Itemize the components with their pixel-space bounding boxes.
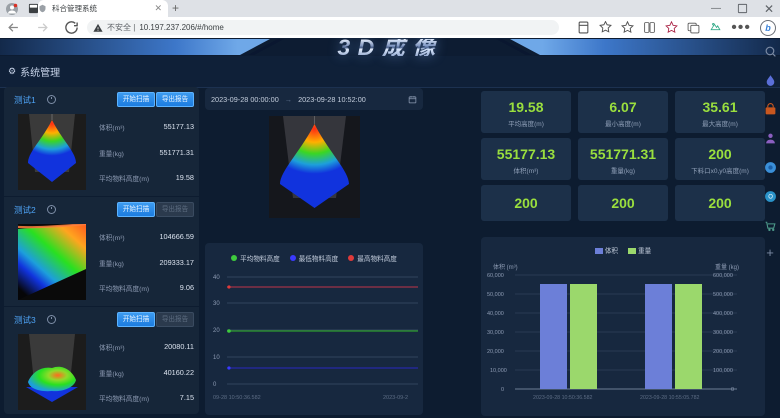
svg-text:50,000: 50,000 — [487, 292, 504, 298]
svg-text:200,000: 200,000 — [713, 349, 733, 355]
svg-text:O: O — [768, 195, 773, 201]
svg-text:0: 0 — [501, 387, 504, 393]
svg-text:20,000: 20,000 — [487, 349, 504, 355]
svg-text:20: 20 — [213, 328, 220, 334]
svg-text:300,000: 300,000 — [713, 330, 733, 336]
svg-text:2023-09-28 10:55:05.782: 2023-09-28 10:55:05.782 — [640, 395, 700, 401]
svg-text:500,000: 500,000 — [713, 292, 733, 298]
svg-text:100,000: 100,000 — [713, 368, 733, 374]
svg-text:0: 0 — [213, 382, 217, 388]
svg-text:30: 30 — [213, 301, 220, 307]
svg-text:09-28 10:50:36.582: 09-28 10:50:36.582 — [213, 395, 261, 401]
svg-text:2023-09-2: 2023-09-2 — [383, 395, 408, 401]
svg-text:60,000: 60,000 — [487, 273, 504, 279]
svg-text:40,000: 40,000 — [487, 311, 504, 317]
svg-text:400,000: 400,000 — [713, 311, 733, 317]
svg-text:30,000: 30,000 — [487, 330, 504, 336]
svg-text:600,000: 600,000 — [713, 273, 733, 279]
svg-text:2023-09-28 10:50:36.582: 2023-09-28 10:50:36.582 — [533, 395, 593, 401]
svg-text:40: 40 — [213, 275, 220, 281]
svg-text:0: 0 — [731, 387, 734, 393]
svg-text:10,000: 10,000 — [490, 368, 507, 374]
svg-text:10: 10 — [213, 355, 220, 361]
svg-text:重量 (kg): 重量 (kg) — [715, 263, 739, 271]
svg-text:体积 (m³): 体积 (m³) — [493, 263, 518, 271]
